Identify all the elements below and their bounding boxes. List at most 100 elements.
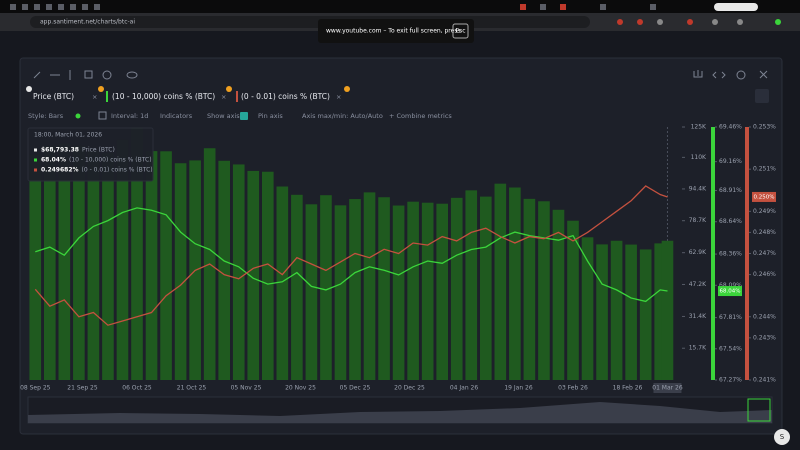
interval-setting[interactable]: Interval: 1d [111,112,148,120]
value-badge-label: 68.04% [720,289,741,295]
price-bar [567,220,579,380]
chip-color [236,91,238,102]
indicators-setting[interactable]: Indicators [160,112,193,120]
price-bar [276,186,289,380]
y3-tick-label: 0.249% [753,208,776,215]
price-bar [73,145,85,380]
help-icon: S [780,433,785,441]
x-tick-label: 21 Oct 25 [177,385,207,392]
chip-close[interactable]: × [336,93,341,101]
y3-tick-label: 0.248% [753,229,776,236]
x-tick-label: 20 Dec 25 [394,385,425,392]
price-bar [436,203,449,380]
y2-tick-label: 67.81% [719,314,742,321]
pin-button[interactable] [755,89,769,103]
metric-chip[interactable]: (0 - 0.01) coins % (BTC) [241,92,330,101]
esc-key-label: Esc [455,28,465,35]
tooltip-label: (0 - 0.01) coins % (BTC) [82,167,153,174]
y-tick-label: 31.4K [689,313,707,320]
price-bar [378,197,390,380]
value-badge-label: 0.250% [754,194,775,200]
price-bar [465,190,478,380]
price-bar [174,163,187,380]
price-bar [116,139,129,380]
y2-tick-label: 67.54% [719,345,742,352]
value-badge [752,191,776,202]
price-bar [538,201,550,380]
chip-pin [344,86,350,92]
x-tick-label: 20 Nov 25 [285,385,316,392]
price-bar [610,240,623,380]
x-tick-label: 05 Nov 25 [231,385,262,392]
price-bar [160,151,172,380]
y-tick-label: 78.7K [689,217,707,224]
x-tick-label: 06 Oct 25 [122,385,152,392]
y-tick-label: 47.2K [689,281,707,288]
y-tick-label: 62.9K [689,249,707,256]
style-color[interactable] [75,113,81,119]
y2-axis-bar [711,127,715,380]
price-bar [102,153,114,380]
price-bar [509,187,521,380]
tooltip-value: 0.249682% [41,167,79,174]
price-bar [552,209,565,380]
chip-close[interactable]: × [221,93,226,101]
tab-icons [10,3,758,11]
axis-minmax-setting[interactable]: Axis max/min: Auto/Auto [302,112,383,120]
show-axis-setting[interactable]: Show axis [207,112,240,120]
show-axis-toggle[interactable] [240,112,248,120]
plot: 15.7K 31.4K 47.2K 62.9K 78.7K 94.4K 110K 125K 67… [20,124,776,393]
metric-line [34,185,668,326]
price-bar [421,202,434,380]
tooltip [27,127,154,182]
navigator-handle[interactable] [747,398,771,422]
tooltip-date: 18:00, March 01, 2026 [34,132,102,139]
fullscreen-text: www.youtube.com – To exit full screen, p… [326,28,461,35]
y3-tick-label: 0.244% [753,313,776,320]
x-tick-label: 18 Feb 26 [613,385,643,392]
price-bar [87,150,100,380]
price-bar [654,243,667,380]
drawing-tools[interactable] [33,70,138,80]
metric-chip[interactable]: Price (BTC) [33,92,74,101]
price-bar [291,194,303,380]
metric-chip[interactable]: (10 - 10,000) coins % (BTC) [112,92,215,101]
tooltip-marker [34,168,37,172]
y2-tick-label: 68.64% [719,218,742,225]
tooltip-label: Price (BTC) [82,147,115,154]
tooltip-marker [34,158,37,162]
metric-line [35,207,668,303]
esc-key [452,23,469,39]
price-bar [145,151,158,380]
price-bar [494,183,507,380]
price-bar [29,154,42,380]
price-bar [261,171,274,380]
combine-metrics[interactable]: + Combine metrics [389,112,452,120]
style-setting[interactable]: Style: Bars [28,112,64,120]
price-bar [232,164,245,380]
price-bar [392,205,405,380]
price-bar [639,249,652,380]
price-bar [581,237,594,380]
tab-strip [0,0,800,13]
y-tick-label: 94.4K [689,185,707,192]
navigator-area [28,402,772,423]
tooltip-label: (10 - 10,000) coins % (BTC) [69,157,152,164]
price-bar [334,205,347,380]
y3-axis-bar [745,127,749,380]
chip-color [106,91,108,102]
y-tick-label: 15.7K [689,345,707,352]
crosshair-date-bg [653,383,682,393]
y-tick-label: 125K [691,124,707,131]
chip-pin [98,86,104,92]
x-tick-label: 05 Dec 25 [340,385,371,392]
chip-close[interactable]: × [92,93,97,101]
extension-icons [617,19,781,25]
interval-icon [98,111,107,120]
chip-pin [226,86,232,92]
panel-actions[interactable] [693,70,768,80]
x-tick-label: 01 Mar 26 [652,385,683,392]
help-button[interactable] [774,429,790,445]
pin-axis-setting[interactable]: Pin axis [258,112,283,120]
y3-tick-label: 0.247% [753,250,776,257]
